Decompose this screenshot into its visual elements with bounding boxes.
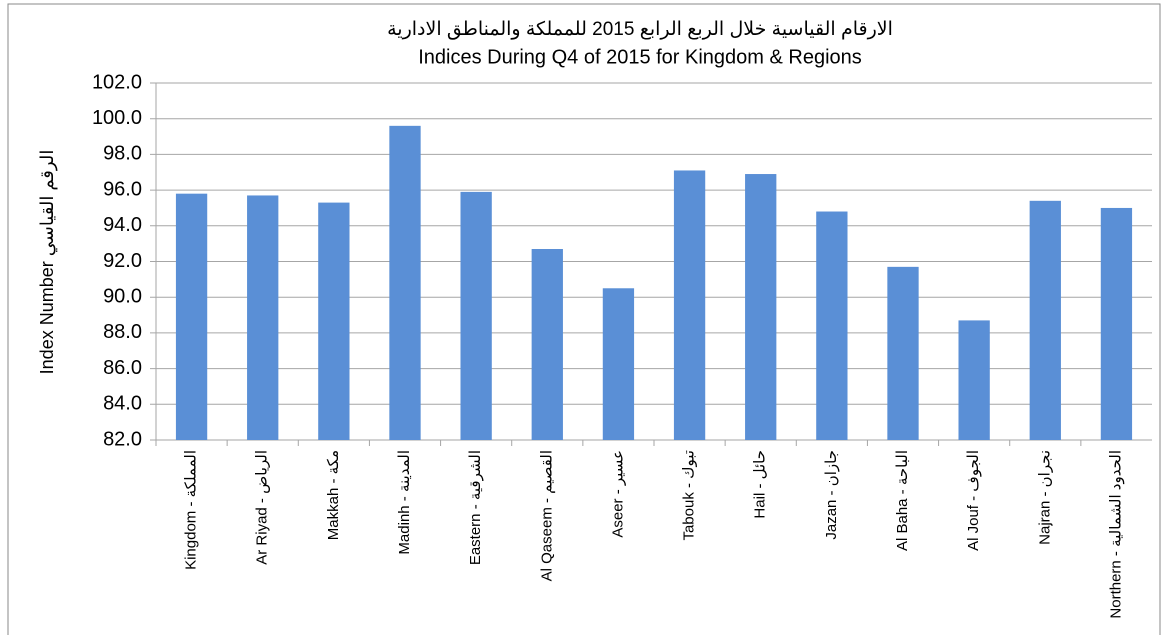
- bar: [958, 320, 990, 440]
- bar: [1100, 207, 1133, 440]
- x-tick-label: Eastern - الشرقية: [467, 450, 484, 565]
- bar: [887, 266, 919, 440]
- y-tick-label: 90.0: [103, 285, 142, 307]
- bar: [460, 191, 492, 440]
- y-tick-label: 84.0: [103, 393, 142, 415]
- y-tick-label: 98.0: [103, 143, 142, 165]
- y-tick-label: 88.0: [103, 321, 142, 343]
- x-tick-label: Hail - حائل: [752, 450, 769, 519]
- x-tick-label: Makkah - مكة: [325, 450, 342, 540]
- bar: [318, 202, 350, 440]
- x-tick-label: Ar Riyad - الرياض: [254, 450, 271, 565]
- bar: [1029, 200, 1061, 440]
- x-tick-label: Northern - الحدود الشمالية: [1107, 450, 1124, 619]
- y-tick-label: 82.0: [103, 428, 142, 450]
- bar: [531, 249, 563, 440]
- y-tick-label: 100.0: [92, 107, 142, 129]
- bar: [673, 170, 706, 440]
- x-tick-label: Al Jouf - الجوف: [965, 450, 982, 551]
- bar: [389, 125, 421, 440]
- x-tick-label: Jazan - جازان: [823, 450, 840, 540]
- x-tick-label: Madinh - المدينة: [396, 450, 413, 555]
- x-tick-label: Al Baha - الباحة: [894, 450, 911, 551]
- y-tick-label: 102.0: [92, 71, 142, 93]
- chart-title: الارقام القياسية خلال الربع الرابع 2015 …: [387, 19, 893, 40]
- y-tick-label: 86.0: [103, 357, 142, 379]
- bar: [602, 288, 635, 440]
- x-tick-label: Al Qaseem - القصيم: [538, 450, 555, 581]
- x-tick-label: Tabouk - تبوك: [681, 450, 698, 541]
- y-tick-label: 94.0: [103, 214, 142, 236]
- y-axis-label: Index Number الرقم القياسي: [37, 150, 58, 375]
- y-tick-label: 96.0: [103, 178, 142, 200]
- bar: [247, 195, 279, 440]
- x-tick-label: Najran - نجران: [1036, 450, 1053, 545]
- y-tick-label: 92.0: [103, 250, 142, 272]
- x-tick-label: Aseer - عسير: [609, 450, 626, 538]
- bar: [175, 193, 208, 440]
- x-tick-label: Kingdom - المملكة: [183, 450, 200, 570]
- bar: [745, 174, 777, 440]
- bar: [816, 211, 848, 440]
- chart-subtitle: Indices During Q4 of 2015 for Kingdom & …: [418, 46, 862, 68]
